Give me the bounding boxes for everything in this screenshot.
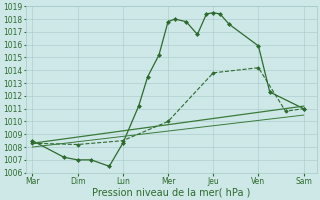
X-axis label: Pression niveau de la mer( hPa ): Pression niveau de la mer( hPa )	[92, 187, 251, 197]
